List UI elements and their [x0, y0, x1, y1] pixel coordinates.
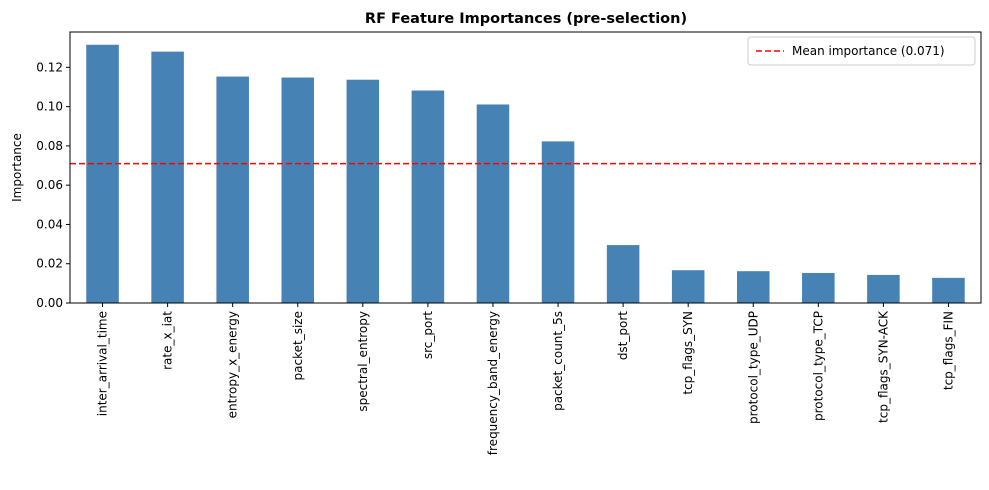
bar-packet_size	[281, 77, 315, 303]
legend-box	[747, 36, 976, 66]
x-tick-label: protocol_type_UDP	[746, 311, 760, 424]
bar-tcp_flags_SYN	[671, 270, 705, 303]
bar-packet_count_5s	[541, 141, 575, 303]
bar-protocol_type_UDP	[736, 271, 770, 303]
x-tick-label: src_port	[421, 311, 435, 359]
bar-rate_x_iat	[151, 51, 184, 303]
x-tick-label: protocol_type_TCP	[811, 311, 825, 421]
x-tick-label: entropy_x_energy	[226, 311, 240, 418]
x-tick-label: frequency_band_energy	[486, 311, 500, 455]
x-tick-label: packet_count_5s	[551, 311, 565, 411]
y-tick-label: 0.04	[36, 217, 63, 231]
y-axis: 0.00 0.02 0.04 0.06 0.08 0.10 0.12	[36, 60, 70, 310]
bars	[86, 44, 965, 303]
x-tick-label: spectral_entropy	[356, 311, 370, 412]
x-tick-label: inter_arrival_time	[96, 311, 110, 416]
bar-tcp_flags_FIN	[932, 277, 965, 303]
x-tick-label: rate_x_iat	[161, 311, 175, 370]
y-tick-label: 0.12	[36, 60, 63, 74]
y-tick-label: 0.06	[36, 178, 63, 192]
y-tick-label: 0.10	[36, 100, 63, 114]
bar-frequency_band_energy	[476, 104, 510, 303]
x-axis: inter_arrival_time rate_x_iat entropy_x_en…	[96, 303, 955, 455]
x-tick-label: packet_size	[291, 311, 305, 380]
plot-frame	[69, 31, 982, 304]
bar-protocol_type_TCP	[802, 272, 835, 303]
y-tick-label: 0.02	[36, 257, 63, 271]
chart-title: RF Feature Importances (pre-selection)	[365, 11, 687, 27]
bar-tcp_flags_SYN-ACK	[867, 274, 900, 303]
y-axis-label: Importance	[10, 133, 24, 202]
x-tick-label: tcp_flags_SYN-ACK	[876, 310, 890, 423]
bar-dst_port	[606, 245, 640, 303]
x-tick-label: tcp_flags_FIN	[941, 311, 955, 390]
y-tick-label: 0.00	[36, 296, 63, 310]
bar-entropy_x_energy	[216, 76, 249, 303]
bar-src_port	[411, 90, 445, 303]
x-tick-label: dst_port	[616, 311, 630, 360]
legend-label: Mean importance (0.071)	[792, 44, 945, 58]
bar-spectral_entropy	[346, 79, 380, 303]
x-tick-label: tcp_flags_SYN	[681, 311, 695, 395]
legend: Mean importance (0.071)	[747, 36, 976, 66]
y-tick-label: 0.08	[36, 139, 63, 153]
bar-inter_arrival_time	[86, 44, 119, 303]
